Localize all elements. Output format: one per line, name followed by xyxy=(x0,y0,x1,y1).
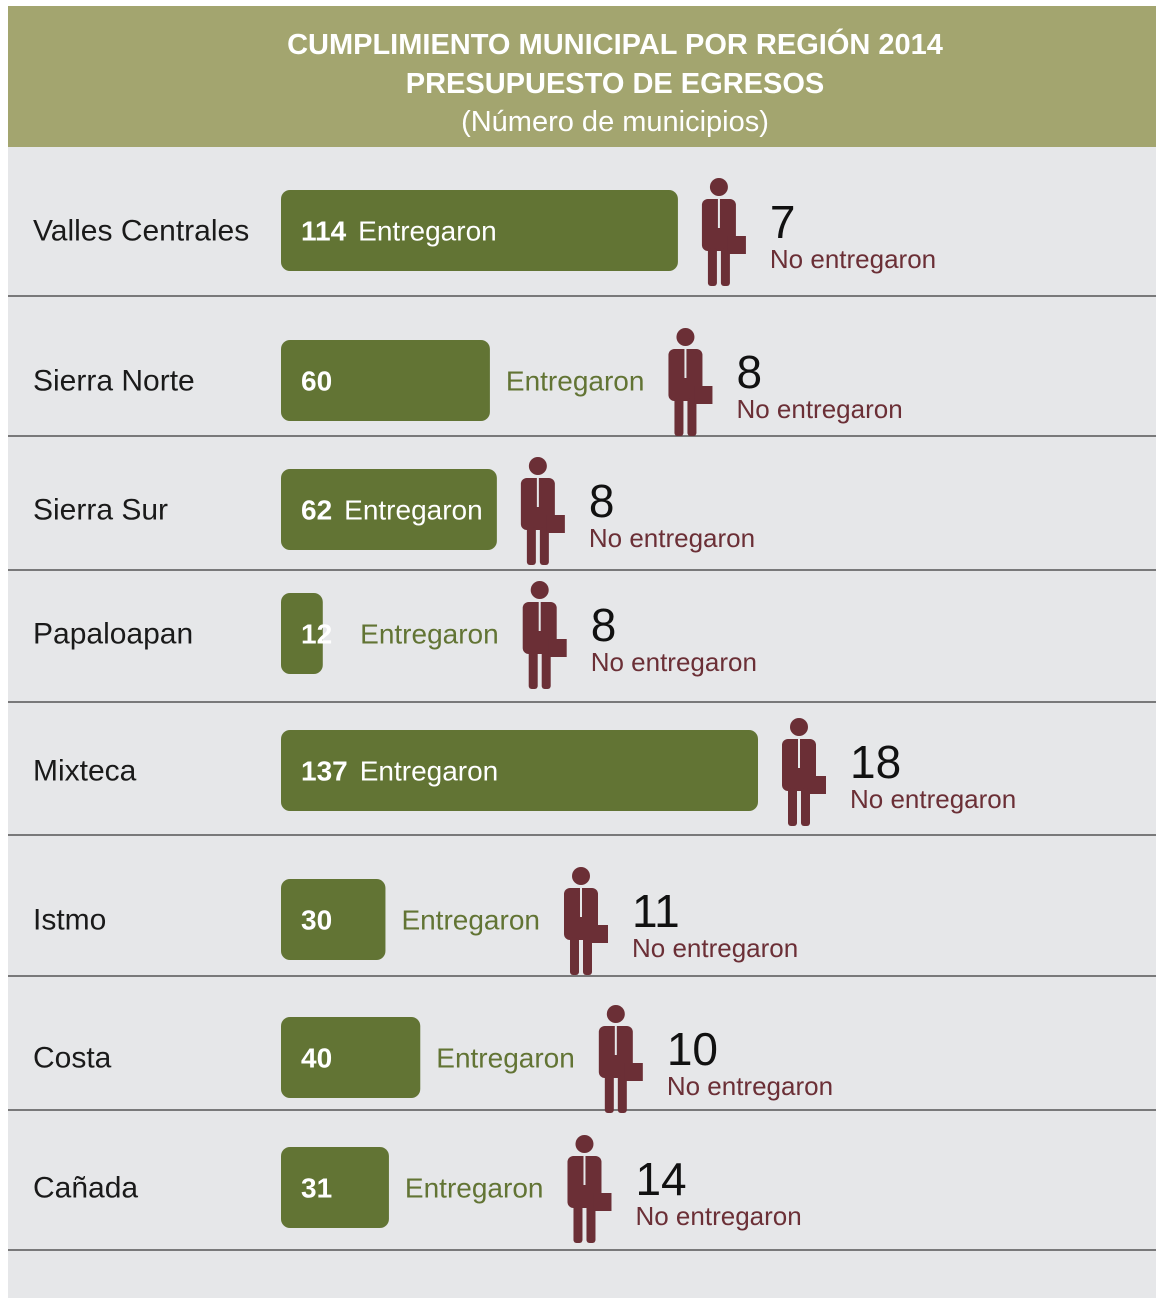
icon-briefcase xyxy=(727,236,746,254)
no-value: 11 xyxy=(632,885,680,937)
icon-briefcase xyxy=(624,1063,643,1081)
no-series-label: No entregaron xyxy=(635,1201,801,1231)
bar-value: 31 xyxy=(301,1173,332,1204)
bar-value: 12 xyxy=(301,619,332,650)
bar xyxy=(281,730,758,811)
person-icon xyxy=(567,1135,612,1243)
no-value: 8 xyxy=(589,475,615,527)
bar-series-label: Entregaron xyxy=(436,1043,575,1074)
chart-subtitle: PRESUPUESTO DE EGRESOS xyxy=(406,68,824,100)
icon-leg xyxy=(604,1075,614,1113)
bar xyxy=(281,1017,421,1098)
no-series-label: No entregaron xyxy=(632,933,798,963)
no-series-label: No entregaron xyxy=(736,394,902,424)
icon-head xyxy=(606,1005,625,1023)
icon-leg xyxy=(569,937,579,975)
person-icon xyxy=(520,457,565,565)
icon-briefcase xyxy=(694,386,713,404)
chart-title: CUMPLIMIENTO MUNICIPAL POR REGIÓN 2014 xyxy=(287,27,943,61)
person-icon xyxy=(701,178,746,286)
no-series-label: No entregaron xyxy=(589,523,755,553)
no-value: 18 xyxy=(850,736,901,788)
icon-leg xyxy=(573,1205,583,1243)
header xyxy=(8,6,1156,147)
bar xyxy=(281,340,490,421)
icon-leg xyxy=(801,788,810,826)
icon-leg xyxy=(582,937,592,975)
icon-leg xyxy=(528,651,538,689)
bar-series-label: Entregaron xyxy=(506,366,645,397)
no-value: 8 xyxy=(591,599,617,651)
bar-series-label: Entregaron xyxy=(401,905,540,936)
icon-leg xyxy=(687,398,697,436)
icon-head xyxy=(528,457,547,475)
icon-head xyxy=(790,718,808,736)
icon-leg xyxy=(526,527,536,565)
no-series-label: No entregaron xyxy=(591,647,757,677)
person-icon xyxy=(668,328,713,436)
icon-head xyxy=(530,581,549,599)
no-value: 10 xyxy=(667,1023,718,1075)
bar-series-label: Entregaron xyxy=(360,619,499,650)
category-label: Sierra Norte xyxy=(33,365,195,398)
icon-leg xyxy=(707,248,717,286)
bar-value: 40 xyxy=(301,1043,332,1074)
category-label: Cañada xyxy=(33,1172,138,1205)
icon-briefcase xyxy=(593,1193,612,1211)
bar-value: 137 xyxy=(301,756,348,787)
bar xyxy=(281,469,497,550)
icon-leg xyxy=(541,651,551,689)
icon-head xyxy=(575,1135,594,1153)
icon-leg xyxy=(720,248,730,286)
bar xyxy=(281,190,678,271)
person-icon xyxy=(598,1005,643,1113)
bar-series-label: Entregaron xyxy=(358,216,497,247)
bar-value: 30 xyxy=(301,905,332,936)
icon-head xyxy=(676,328,695,346)
icon-briefcase xyxy=(548,639,567,657)
category-label: Mixteca xyxy=(33,755,137,788)
category-label: Costa xyxy=(33,1042,112,1075)
icon-leg xyxy=(539,527,549,565)
bar-series-label: Entregaron xyxy=(344,495,483,526)
bar xyxy=(281,1147,389,1228)
category-label: Papaloapan xyxy=(33,618,193,651)
person-icon xyxy=(522,581,567,689)
icon-head xyxy=(709,178,728,196)
chart-note: (Número de municipios) xyxy=(461,106,769,138)
icon-head xyxy=(571,867,590,885)
no-value: 7 xyxy=(770,196,796,248)
bar-value: 60 xyxy=(301,366,332,397)
no-value: 14 xyxy=(635,1153,686,1205)
bar-series-label: Entregaron xyxy=(360,756,499,787)
no-series-label: No entregaron xyxy=(770,244,936,274)
icon-leg xyxy=(617,1075,627,1113)
icon-briefcase xyxy=(808,776,826,794)
no-value: 8 xyxy=(736,346,762,398)
bar xyxy=(281,593,323,674)
bar xyxy=(281,879,386,960)
no-series-label: No entregaron xyxy=(667,1071,833,1101)
category-label: Istmo xyxy=(33,904,106,937)
person-icon xyxy=(782,718,826,826)
bar-value: 62 xyxy=(301,495,332,526)
icon-briefcase xyxy=(546,515,565,533)
icon-leg xyxy=(788,788,797,826)
bar-series-label: Entregaron xyxy=(405,1173,544,1204)
icon-leg xyxy=(674,398,684,436)
category-label: Sierra Sur xyxy=(33,494,168,527)
no-series-label: No entregaron xyxy=(850,784,1016,814)
icon-leg xyxy=(586,1205,596,1243)
person-icon xyxy=(563,867,608,975)
bar-value: 114 xyxy=(301,216,347,247)
category-label: Valles Centrales xyxy=(33,215,249,248)
icon-briefcase xyxy=(589,925,608,943)
